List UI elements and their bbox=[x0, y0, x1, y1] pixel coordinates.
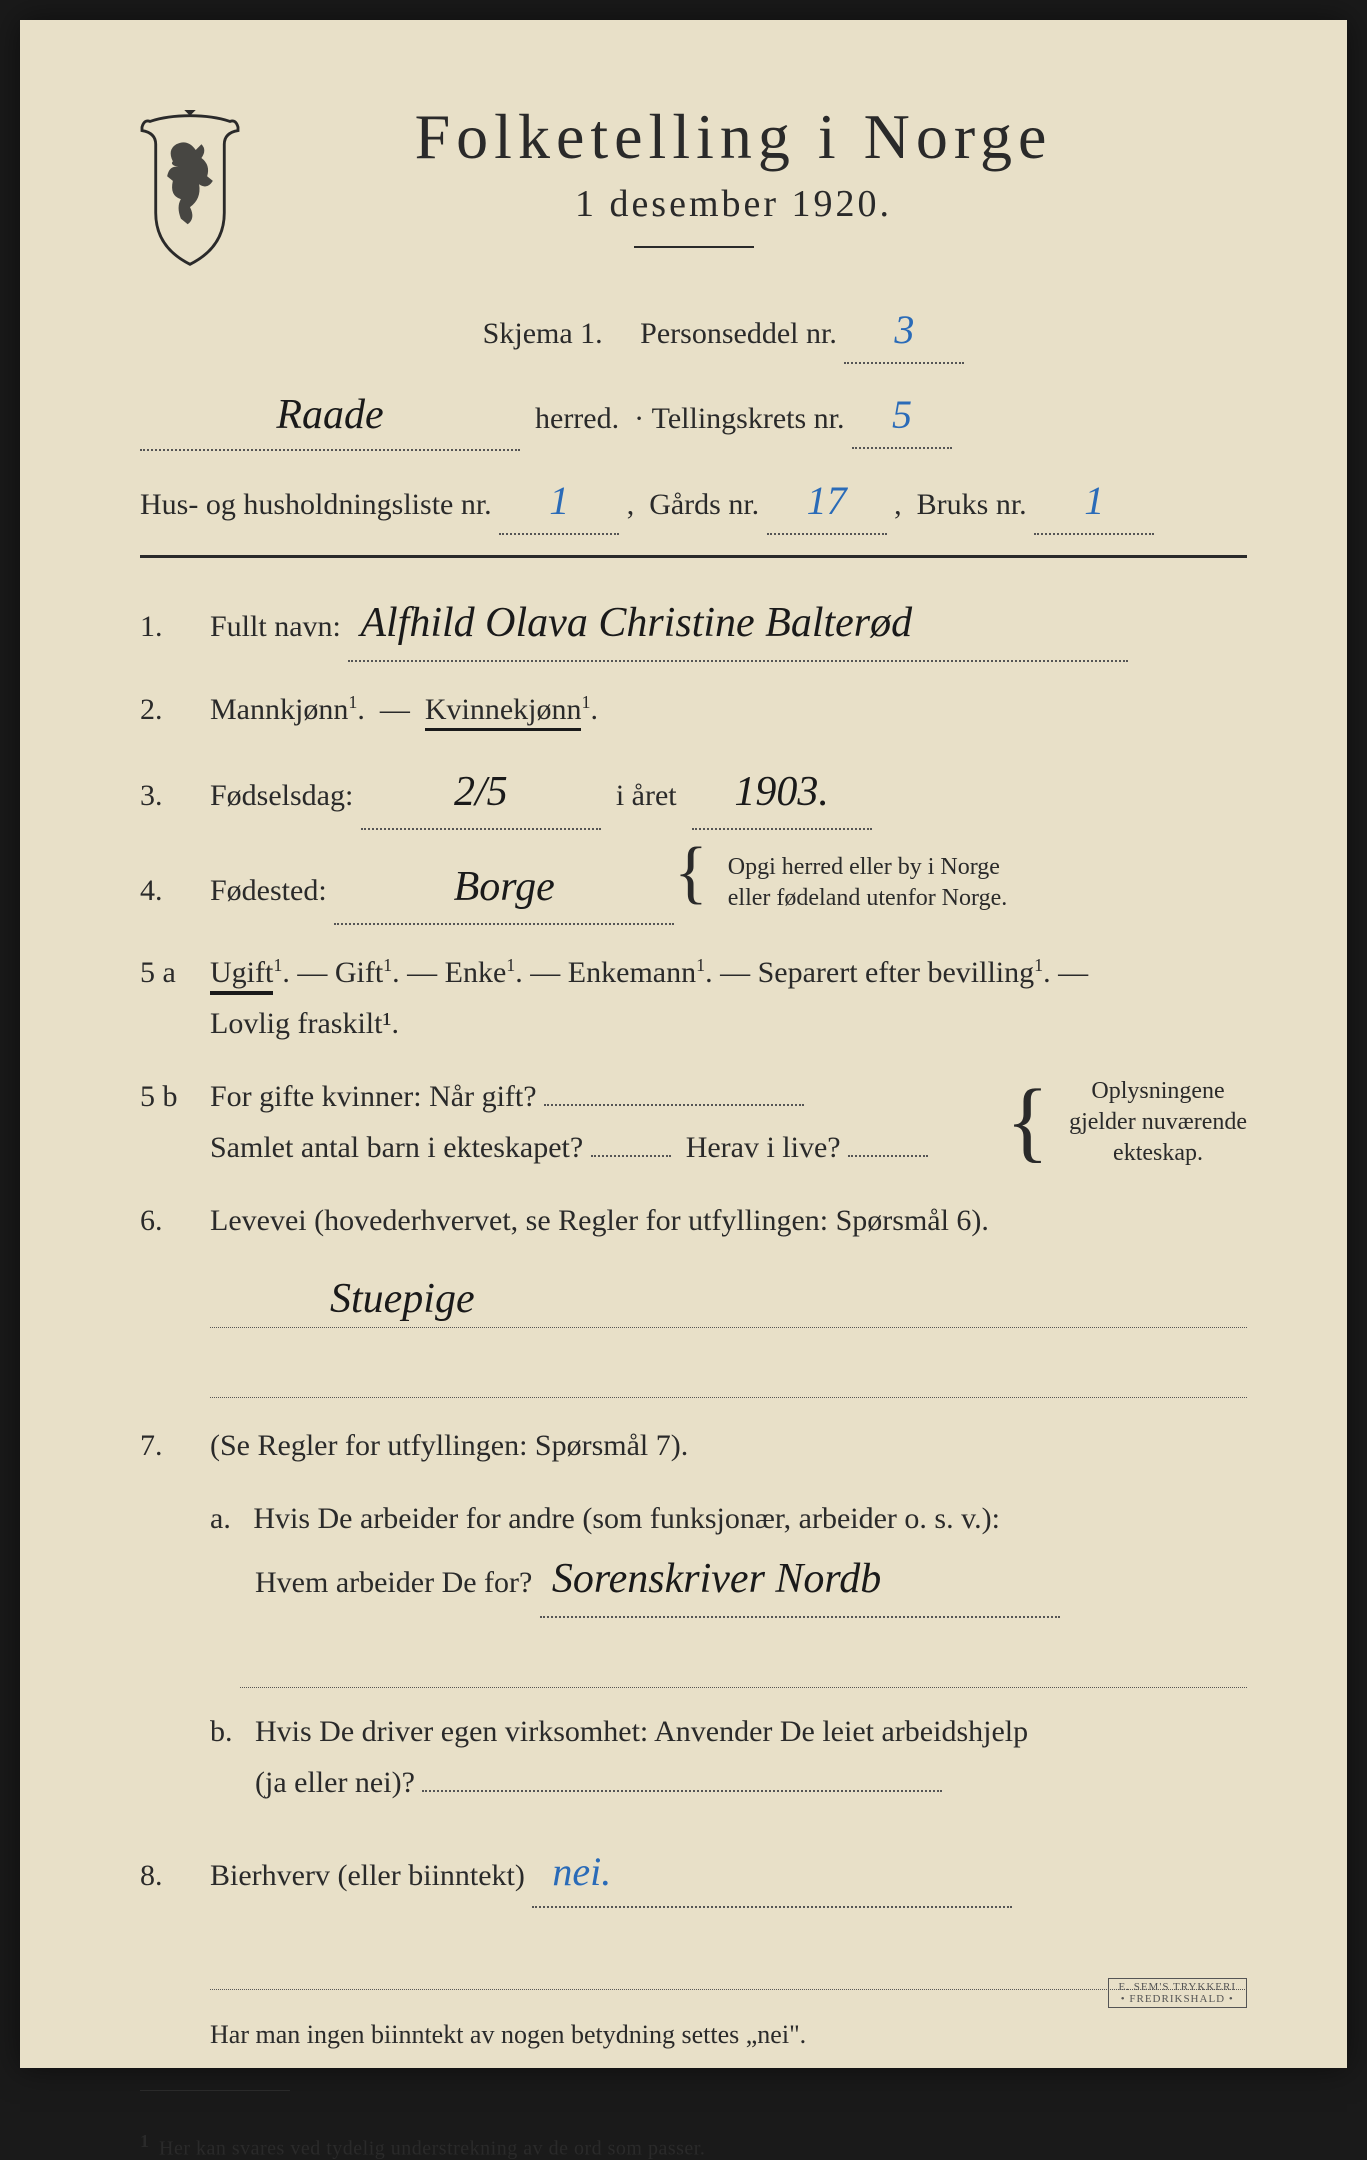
herred-value: Raade bbox=[276, 382, 383, 449]
meta-line-1: Skjema 1. Personseddel nr. 3 bbox=[140, 298, 1247, 364]
field-7b-text2: (ja eller nei)? bbox=[255, 1766, 415, 1799]
field-4: 4. Fødested: Borge { Opgi herred eller b… bbox=[140, 852, 1247, 925]
herred-label: herred. bbox=[535, 402, 619, 435]
field-5b-b: Samlet antal barn i ekteskapet? bbox=[210, 1131, 583, 1164]
field-4-note-b: eller fødeland utenfor Norge. bbox=[728, 885, 1007, 911]
field-1-value: Alfhild Olava Christine Balterød bbox=[360, 588, 912, 659]
field-num-8: 8. bbox=[140, 1850, 210, 1901]
meta-line-3: Hus- og husholdningsliste nr. 1 , Gårds … bbox=[140, 469, 1247, 535]
field-num-3: 3. bbox=[140, 770, 210, 821]
field-8-value: nei. bbox=[552, 1838, 611, 1906]
field-6-label: Levevei (hovederhvervet, se Regler for u… bbox=[210, 1195, 1247, 1246]
field-num-6: 6. bbox=[140, 1195, 210, 1246]
field-3-year: 1903. bbox=[734, 757, 829, 828]
f5b-note-c: ekteskap. bbox=[1113, 1140, 1203, 1166]
main-divider bbox=[140, 555, 1247, 558]
page-subtitle: 1 desember 1920. bbox=[140, 182, 1247, 226]
field-7a-blank bbox=[240, 1628, 1247, 1688]
hus-value: 1 bbox=[549, 469, 569, 533]
field-6-value-line: Stuepige bbox=[210, 1268, 1247, 1328]
bruks-label: Bruks nr. bbox=[917, 488, 1027, 521]
f5b-note-a: Oplysningene bbox=[1091, 1078, 1224, 1104]
brace-icon-2: { bbox=[1006, 1095, 1049, 1149]
field-7a-letter: a. bbox=[210, 1502, 231, 1535]
field-num-5b: 5 b bbox=[140, 1071, 210, 1122]
field-3-day: 2/5 bbox=[454, 757, 508, 828]
tellingskrets-label: Tellingskrets nr. bbox=[652, 402, 845, 435]
field-6-blank-line bbox=[210, 1338, 1247, 1398]
field-5b-a: For gifte kvinner: Når gift? bbox=[210, 1080, 537, 1113]
field-7b-letter: b. bbox=[210, 1715, 233, 1748]
footnote-rule bbox=[140, 2090, 290, 2091]
brace-icon: { bbox=[674, 852, 708, 894]
printer-stamp: E. SEM'S TRYKKERI• FREDRIKSHALD • bbox=[1108, 1978, 1248, 2008]
field-4-note: Opgi herred eller by i Norge eller fødel… bbox=[728, 852, 1007, 914]
hus-label: Hus- og husholdningsliste nr. bbox=[140, 488, 492, 521]
field-7a-text1: Hvis De arbeider for andre (som funksjon… bbox=[253, 1502, 1000, 1535]
meta-line-2: Raade herred. · Tellingskrets nr. 5 bbox=[140, 382, 1247, 451]
field-7a-text2: Hvem arbeider De for? bbox=[255, 1566, 532, 1599]
field-7-label: (Se Regler for utfyllingen: Spørsmål 7). bbox=[210, 1420, 1247, 1471]
field-2-mann: Mannkjønn1. — bbox=[210, 693, 425, 726]
field-7a-value: Sorenskriver Nordb bbox=[552, 1544, 881, 1615]
field-num-1: 1. bbox=[140, 601, 210, 652]
field-num-4: 4. bbox=[140, 865, 210, 916]
field-3: 3. Fødselsdag: 2/5 i året 1903. bbox=[140, 757, 1247, 830]
field-5b: 5 b For gifte kvinner: Når gift? Samlet … bbox=[140, 1071, 1247, 1173]
field-num-7: 7. bbox=[140, 1420, 210, 1471]
field-8-blank bbox=[210, 1930, 1247, 1990]
field-5a-line2: Lovlig fraskilt¹. bbox=[210, 1007, 399, 1040]
field-num-5a: 5 a bbox=[140, 947, 210, 998]
field-8-label: Bierhverv (eller biinntekt) bbox=[210, 1859, 525, 1892]
field-3-label: Fødselsdag: bbox=[210, 779, 353, 812]
field-2: 2. Mannkjønn1. — Kvinnekjønn1. bbox=[140, 684, 1247, 735]
field-3-year-label: i året bbox=[616, 779, 677, 812]
footnote: 1 Her kan svares ved tydelig understrekn… bbox=[140, 2131, 1247, 2160]
bruks-value: 1 bbox=[1084, 469, 1104, 533]
bottom-note: Har man ingen biinntekt av nogen betydni… bbox=[210, 2020, 1247, 2050]
field-6: 6. Levevei (hovederhvervet, se Regler fo… bbox=[140, 1195, 1247, 1246]
gaards-label: Gårds nr. bbox=[649, 488, 759, 521]
field-7b-text1: Hvis De driver egen virksomhet: Anvender… bbox=[255, 1715, 1028, 1748]
field-7a: a. Hvis De arbeider for andre (som funks… bbox=[210, 1493, 1247, 1617]
field-4-note-a: Opgi herred eller by i Norge bbox=[728, 854, 1000, 880]
field-2-kvinne: Kvinnekjønn bbox=[425, 693, 582, 731]
title-rule bbox=[634, 246, 754, 248]
personseddel-value: 3 bbox=[894, 298, 914, 362]
field-5a: 5 a Ugift1. — Gift1. — Enke1. — Enkemann… bbox=[140, 947, 1247, 1049]
field-5a-selected: Ugift bbox=[210, 956, 273, 995]
field-5b-c: Herav i live? bbox=[686, 1131, 841, 1164]
skjema-label: Skjema 1. bbox=[483, 317, 603, 350]
tellingskrets-value: 5 bbox=[892, 383, 912, 447]
meta-block: Skjema 1. Personseddel nr. 3 Raade herre… bbox=[140, 298, 1247, 535]
census-form-page: Folketelling i Norge 1 desember 1920. Sk… bbox=[20, 20, 1347, 2068]
personseddel-label: Personseddel nr. bbox=[640, 317, 837, 350]
field-7b: b. Hvis De driver egen virksomhet: Anven… bbox=[210, 1706, 1247, 1808]
header: Folketelling i Norge 1 desember 1920. bbox=[140, 100, 1247, 248]
field-num-2: 2. bbox=[140, 684, 210, 735]
field-7: 7. (Se Regler for utfyllingen: Spørsmål … bbox=[140, 1420, 1247, 1471]
f5b-note-b: gjelder nuværende bbox=[1069, 1109, 1247, 1135]
gaards-value: 17 bbox=[807, 469, 847, 533]
field-5b-note: Oplysningene gjelder nuværende ekteskap. bbox=[1069, 1076, 1247, 1170]
coat-of-arms-icon bbox=[130, 110, 250, 270]
field-1: 1. Fullt navn: Alfhild Olava Christine B… bbox=[140, 588, 1247, 661]
field-4-value: Borge bbox=[454, 852, 555, 923]
field-6-value: Stuepige bbox=[210, 1275, 475, 1323]
field-8: 8. Bierhverv (eller biinntekt) nei. bbox=[140, 1838, 1247, 1908]
page-title: Folketelling i Norge bbox=[140, 100, 1247, 174]
footnote-text: Her kan svares ved tydelig understreknin… bbox=[159, 2137, 705, 2159]
field-4-label: Fødested: bbox=[210, 874, 327, 907]
field-1-label: Fullt navn: bbox=[210, 610, 341, 643]
